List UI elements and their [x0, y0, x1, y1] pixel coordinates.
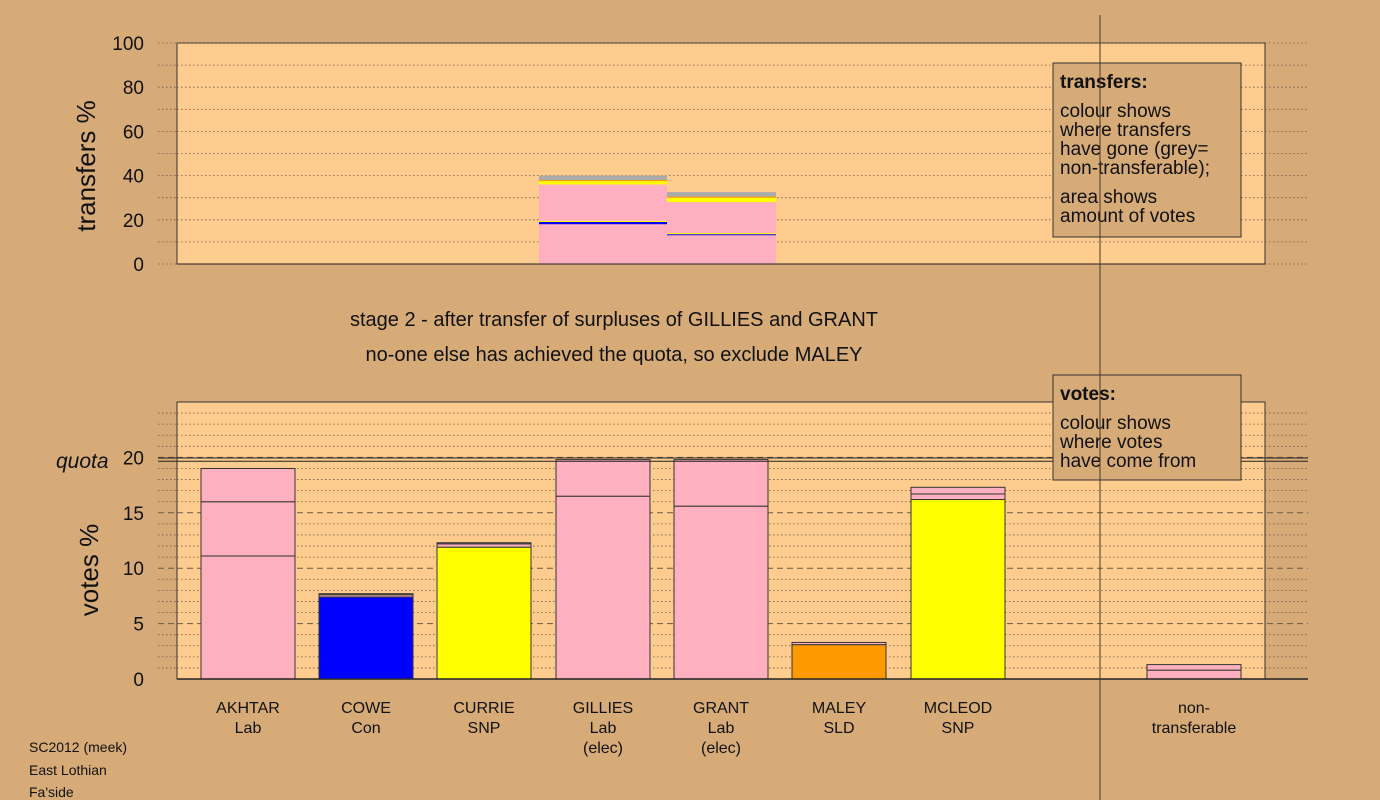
candidate-label: (elec): [583, 740, 623, 757]
candidate-label: Lab: [590, 720, 617, 737]
vote-segment: [318, 593, 414, 596]
vote-segment: [910, 493, 1006, 501]
candidate-label: Lab: [708, 720, 735, 737]
transfers-legend-line: amount of votes: [1060, 206, 1195, 227]
candidate-label: Lab: [235, 720, 262, 737]
transfer-segment: [539, 181, 667, 185]
vote-segment: [555, 495, 651, 680]
transfer-segment: [539, 222, 667, 225]
footer-council: East Lothian: [29, 762, 107, 778]
candidate-label: SNP: [468, 720, 501, 737]
y-tick-label: 60: [123, 122, 144, 143]
y-tick-label: 15: [123, 504, 144, 525]
transfer-segment: [667, 233, 776, 235]
vote-segment: [200, 501, 296, 557]
transfers-chart: 0 20 40 60 80 100 transfers % transfers: colo…: [71, 34, 1308, 276]
votes-y-ticks: 0 5 10 15 20: [123, 448, 144, 691]
transfers-legend-line: where transfers: [1059, 120, 1191, 141]
y-tick-label: 100: [112, 34, 144, 55]
vote-segment: [200, 467, 296, 503]
transfers-legend-line: area shows: [1060, 187, 1157, 208]
y-tick-label: 5: [133, 615, 144, 636]
vote-segment: [200, 555, 296, 680]
transfer-segment: [539, 220, 667, 223]
transfers-legend-title: transfers:: [1060, 72, 1148, 93]
candidate-labels: AKHTAR Lab COWE Con CURRIE SNP GILLIES Lab (elec…: [216, 700, 1236, 757]
vote-segment: [673, 505, 769, 680]
vote-segment: [436, 542, 532, 545]
candidate-label: (elec): [701, 740, 741, 757]
transfer-segment: [667, 197, 776, 203]
vote-segment: [1146, 669, 1242, 680]
transfer-segment: [667, 196, 776, 198]
y-tick-label: 10: [123, 559, 144, 580]
y-tick-label: 0: [133, 670, 144, 691]
candidate-label: transferable: [1152, 720, 1237, 737]
candidate-label: GRANT: [693, 700, 749, 717]
transfer-segment: [539, 175, 667, 181]
votes-legend-box: [1052, 374, 1242, 481]
transfer-segment: [667, 235, 776, 264]
transfers-y-axis-title: transfers %: [71, 100, 101, 232]
candidate-label: Con: [351, 720, 380, 737]
candidate-label: SLD: [823, 720, 854, 737]
transfer-segment: [667, 192, 776, 197]
candidate-label: AKHTAR: [216, 700, 280, 717]
y-tick-label: 20: [123, 448, 144, 469]
y-tick-label: 80: [123, 78, 144, 99]
vote-segment: [910, 499, 1006, 680]
transfer-segment: [539, 224, 667, 264]
y-tick-label: 20: [123, 211, 144, 232]
vote-segment: [555, 459, 651, 497]
y-tick-label: 40: [123, 167, 144, 188]
votes-bars: [200, 459, 1242, 680]
vote-segment: [436, 546, 532, 680]
y-tick-label: 0: [133, 255, 144, 276]
transfers-legend-line: colour shows: [1060, 101, 1171, 122]
votes-legend-line: colour shows: [1060, 413, 1171, 434]
candidate-label: MCLEOD: [924, 700, 992, 717]
votes-legend-line: where votes: [1059, 432, 1162, 453]
vote-segment: [791, 644, 887, 680]
transfers-legend-line: non-transferable);: [1060, 158, 1210, 179]
votes-chart: 0 5 10 15 20 AKHTAR Lab COWE Con CURRIE SNP GILLIE…: [56, 374, 1308, 757]
vote-segment: [673, 459, 769, 507]
candidate-label: non-: [1178, 700, 1210, 717]
votes-y-axis-title: votes %: [74, 524, 104, 617]
transfers-legend-box: [1052, 62, 1242, 238]
transfers-y-ticks: 0 20 40 60 80 100: [112, 34, 144, 276]
votes-legend: votes: colour shows where votes have com…: [1052, 374, 1242, 481]
vote-segment: [318, 596, 414, 680]
transfer-segment: [667, 202, 776, 234]
vote-segment: [910, 486, 1006, 495]
footer-election: SC2012 (meek): [29, 739, 127, 755]
candidate-label: GILLIES: [573, 700, 633, 717]
candidate-label: CURRIE: [453, 700, 514, 717]
transfer-segment: [539, 184, 667, 221]
stage-description: stage 2 - after transfer of surpluses of…: [350, 309, 878, 331]
candidate-label: COWE: [341, 700, 391, 717]
quota-label: quota: [56, 450, 109, 473]
transfers-bars: [539, 175, 776, 264]
footer-ward: Fa'side: [29, 784, 74, 800]
stage-decision: no-one else has achieved the quota, so e…: [366, 344, 863, 366]
vote-segment: [791, 641, 887, 646]
votes-legend-line: have come from: [1060, 451, 1196, 472]
transfers-legend-line: have gone (grey=: [1060, 139, 1208, 160]
candidate-label: MALEY: [812, 700, 867, 717]
vote-segment: [1146, 664, 1242, 671]
transfers-legend: transfers: colour shows where transfers …: [1052, 62, 1242, 238]
transfer-segment: [539, 180, 667, 182]
transfer-segment: [667, 234, 776, 236]
candidate-label: SNP: [942, 720, 975, 737]
votes-legend-title: votes:: [1060, 384, 1116, 405]
